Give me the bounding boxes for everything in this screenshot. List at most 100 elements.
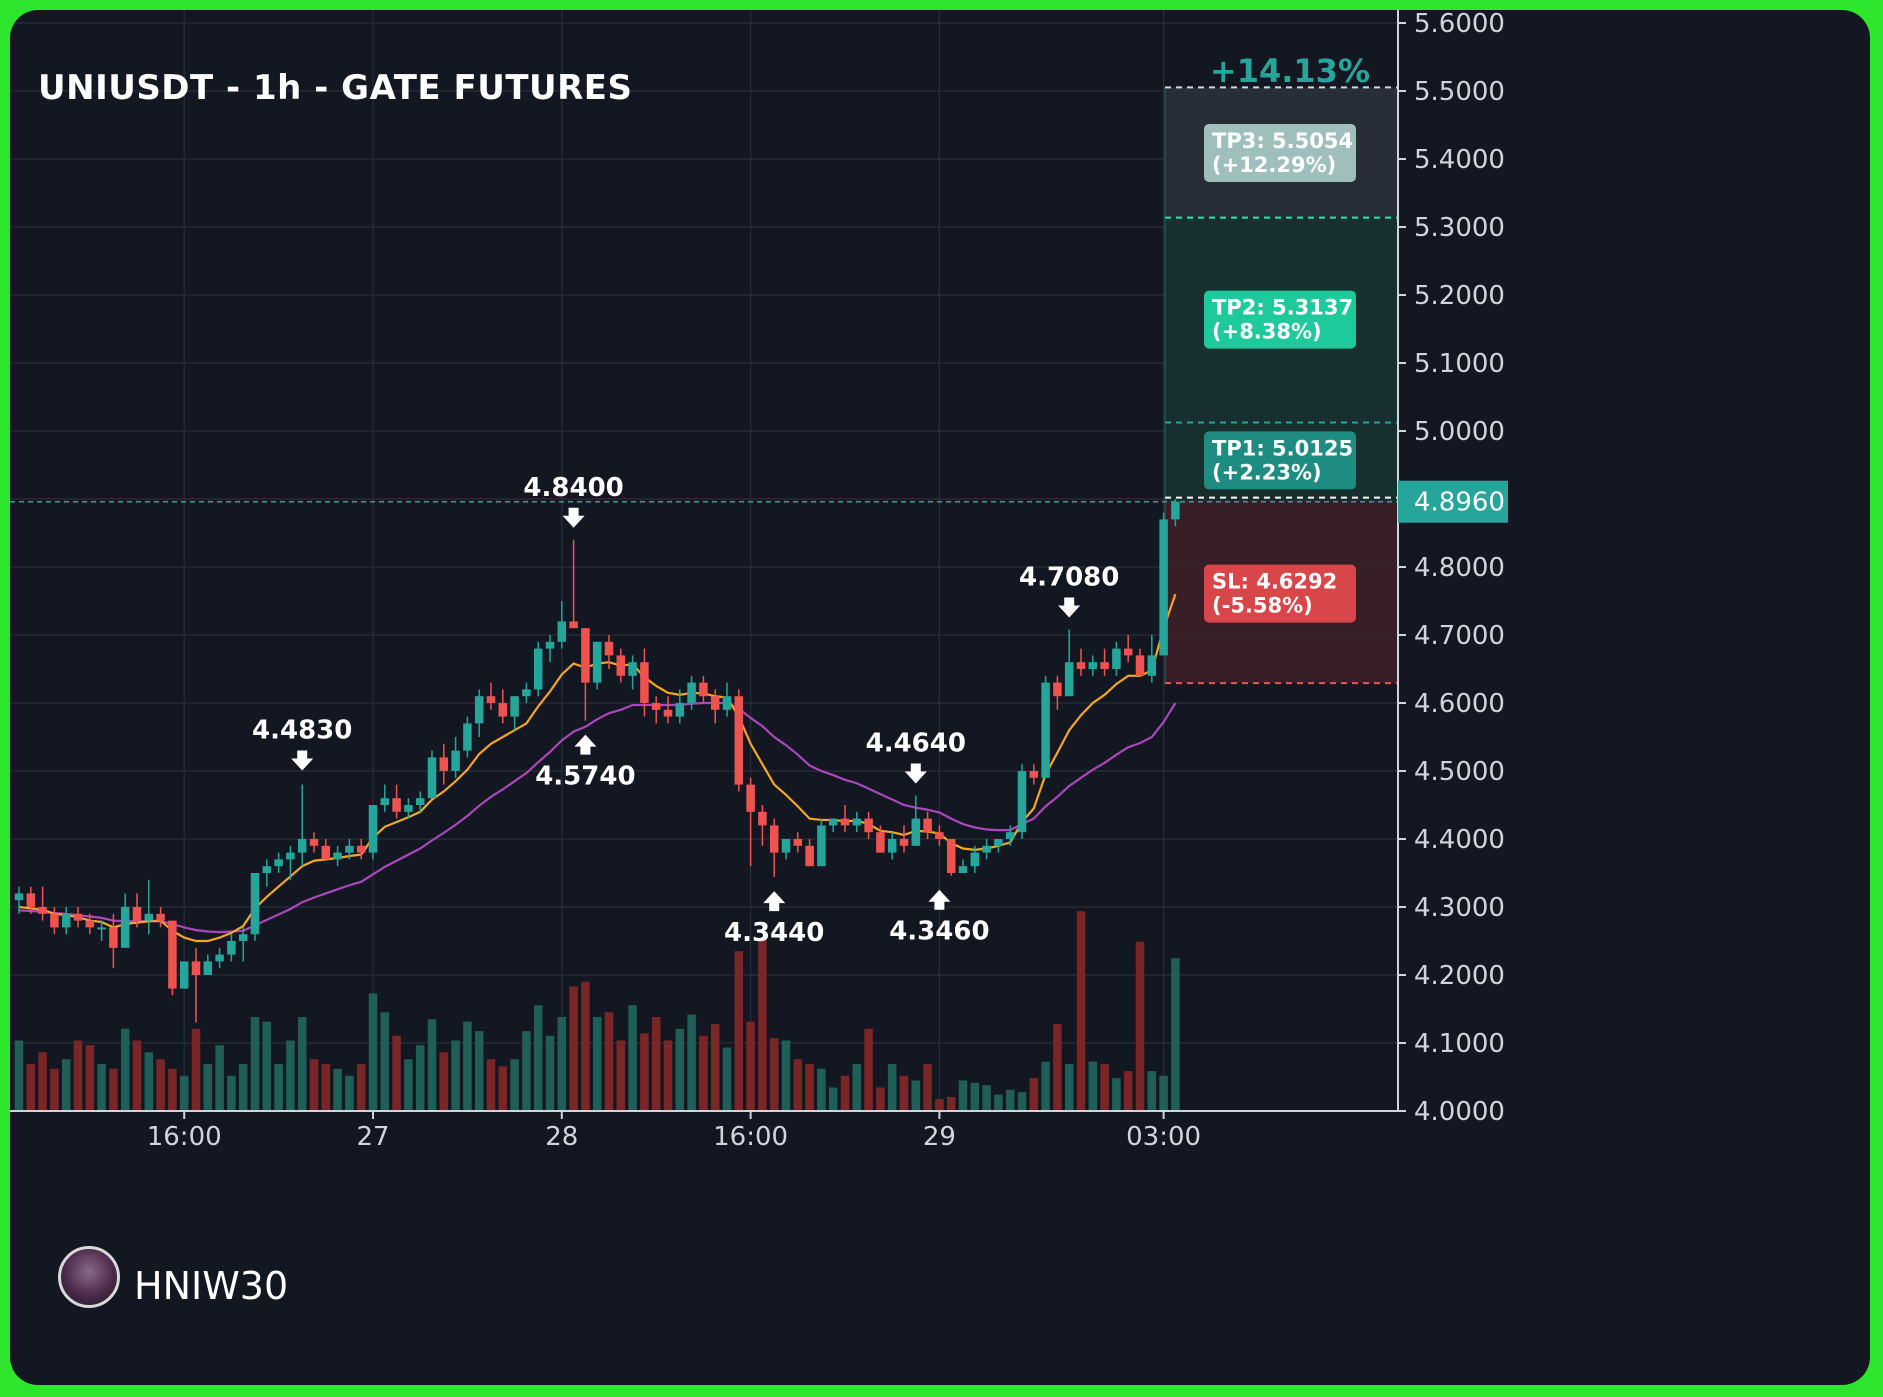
tp1-label-text: (+2.23%) [1212, 460, 1322, 484]
volume-bar [1088, 1061, 1098, 1111]
candle-body [828, 818, 838, 826]
candle-body [274, 859, 283, 867]
candle-body [297, 839, 307, 853]
volume-bar [663, 1040, 673, 1111]
candle-body [1017, 771, 1027, 833]
candle-body [156, 913, 165, 921]
volume-bar [1029, 1078, 1039, 1111]
candle-body [545, 641, 555, 649]
candle-body [876, 832, 885, 853]
candle-body [486, 696, 496, 703]
price-chart[interactable]: 4.4830 4.8400 4.5740 4.3440 4.4640 4.3460 4.70… [10, 10, 1870, 1385]
candle-body [26, 893, 36, 907]
volume-bar [1041, 1061, 1050, 1111]
volume-bar [227, 1075, 236, 1111]
volume-bar [522, 1031, 531, 1111]
candle-body [592, 641, 602, 683]
volume-bar [958, 1080, 968, 1111]
volume-bar [994, 1094, 1003, 1111]
candle-body [911, 818, 921, 846]
price-annotation: 4.3460 [889, 889, 990, 947]
volume-bar [120, 1028, 130, 1111]
y-tick-label: 5.5000 [1414, 77, 1505, 107]
volume-bar [286, 1040, 295, 1111]
candle-body [1100, 662, 1109, 669]
volume-bar [368, 993, 378, 1111]
candle-body [817, 825, 826, 867]
candle-body [840, 818, 850, 826]
candle-body [628, 662, 637, 676]
candle-body [120, 907, 130, 948]
price-annotation: 4.3440 [724, 891, 824, 948]
volume-bar [746, 1021, 755, 1111]
tp2-label-box [1204, 290, 1356, 349]
volume-bar [828, 1087, 838, 1111]
candle-body [887, 839, 897, 853]
candle-body [404, 805, 413, 812]
volume-bar [675, 1028, 685, 1111]
volume-bar [238, 1064, 248, 1111]
candle-body [333, 852, 342, 860]
volume-bars [14, 911, 1180, 1111]
candle-body [1135, 655, 1145, 676]
candle-body [793, 839, 803, 846]
tp3-label-text: TP3: 5.5054 [1212, 129, 1353, 153]
volume-bar [628, 1005, 637, 1111]
candle-body [191, 961, 201, 975]
annotation-label: 4.8400 [523, 473, 623, 503]
arrow-down-icon [1058, 597, 1081, 618]
candle-body [309, 839, 319, 846]
annotation-label: 4.5740 [535, 762, 635, 792]
y-tick-label: 4.0000 [1414, 1097, 1505, 1127]
candle-body [651, 703, 661, 710]
candle-body [675, 703, 685, 717]
y-tick-label: 5.2000 [1414, 281, 1505, 311]
volume-bar [26, 1064, 36, 1111]
volume-bar [604, 1012, 614, 1111]
volume-bar [73, 1040, 83, 1111]
volume-bar [852, 1064, 862, 1111]
volume-bar [1147, 1071, 1157, 1111]
x-tick-label: 16:00 [147, 1122, 222, 1152]
candle-body [533, 648, 543, 690]
volume-bar [569, 986, 578, 1111]
volume-bar [156, 1059, 165, 1111]
volume-bar [710, 1024, 720, 1111]
candle-body [1147, 655, 1157, 676]
volume-bar [923, 1064, 932, 1111]
x-tick-label: 27 [356, 1122, 389, 1152]
candle-body [1053, 682, 1062, 697]
volume-bar [1076, 911, 1086, 1111]
candle-body [474, 696, 484, 724]
x-tick-label: 28 [545, 1122, 578, 1152]
volume-bar [687, 1014, 696, 1111]
volume-bar [439, 1052, 449, 1111]
volume-bar [474, 1031, 484, 1111]
candle-body [463, 723, 472, 751]
volume-bar [805, 1064, 814, 1111]
price-annotation: 4.7080 [1019, 563, 1119, 618]
candle-body [958, 866, 968, 873]
candle-body [604, 641, 614, 656]
volume-bar [61, 1059, 71, 1111]
candle-body [758, 811, 767, 826]
volume-bar [356, 1064, 366, 1111]
volume-bar [592, 1017, 602, 1111]
candle-body [687, 682, 696, 703]
annotation-label: 4.7080 [1019, 563, 1119, 593]
candle-body [994, 839, 1003, 846]
candle-body [899, 839, 909, 846]
candle-body [73, 913, 83, 921]
candle-body [710, 696, 720, 710]
candle-body [1112, 648, 1121, 669]
candle-body [769, 825, 779, 853]
price-annotations: 4.4830 4.8400 4.5740 4.3440 4.4640 4.3460 4.70… [252, 473, 1119, 948]
volume-bar [734, 951, 744, 1111]
volume-bar [722, 1047, 732, 1111]
ema-slow-line [18, 701, 1177, 934]
volume-bar [309, 1059, 319, 1111]
volume-bar [168, 1068, 177, 1111]
candle-body [1041, 682, 1050, 778]
candle-body [61, 913, 71, 928]
candle-body [781, 839, 791, 853]
